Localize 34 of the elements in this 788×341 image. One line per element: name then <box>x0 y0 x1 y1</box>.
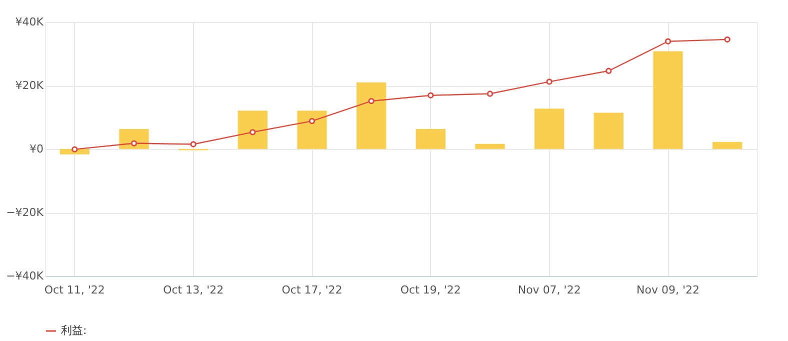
x-tick-label: Nov 09, '22 <box>636 284 700 296</box>
y-tick-label: −¥40K <box>6 270 44 282</box>
x-tick-label: Oct 17, '22 <box>282 284 342 296</box>
bar <box>416 129 446 149</box>
point <box>724 36 730 43</box>
point <box>664 38 672 44</box>
point <box>368 98 374 104</box>
x-tick-label: Oct 11, '22 <box>44 284 105 296</box>
point <box>130 140 138 146</box>
x-tick-label: Oct 13, '22 <box>163 284 224 296</box>
bar <box>238 110 268 149</box>
point <box>606 68 612 74</box>
bar <box>119 129 149 149</box>
point <box>308 118 316 124</box>
point <box>428 92 434 98</box>
y-tick-label: ¥20K <box>15 79 44 92</box>
point <box>546 78 552 85</box>
bar <box>475 144 505 149</box>
point <box>486 90 494 97</box>
y-tick-label: −¥20K <box>6 206 44 219</box>
x-tick-label: Oct 19, '22 <box>400 284 461 296</box>
point <box>72 146 78 152</box>
bar <box>712 142 742 149</box>
bar <box>534 108 564 149</box>
point <box>190 141 196 148</box>
bar <box>594 112 624 149</box>
point <box>250 129 256 136</box>
legend-label: 利益: <box>61 324 87 337</box>
x-tick-label: Nov 07, '22 <box>518 284 581 296</box>
y-tick-label: ¥0 <box>30 142 44 156</box>
y-tick-label: ¥40K <box>15 16 44 28</box>
bar <box>356 82 386 149</box>
bar <box>297 110 327 149</box>
bar <box>653 51 683 149</box>
